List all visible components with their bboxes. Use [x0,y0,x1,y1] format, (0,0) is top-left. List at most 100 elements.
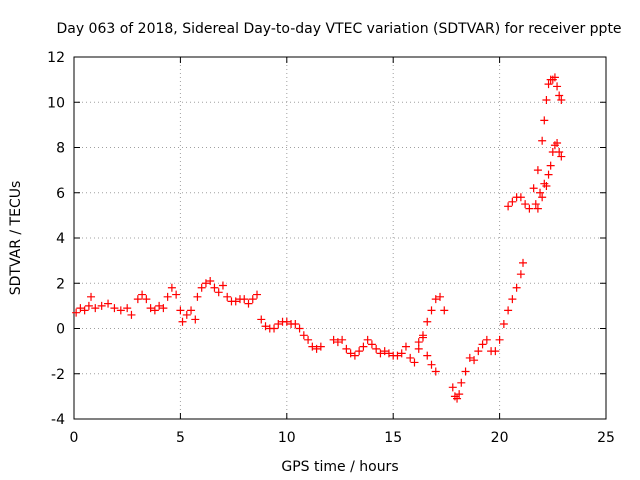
data-point [116,306,125,315]
data-point [516,270,525,279]
data-point [544,170,553,179]
data-point [223,292,232,301]
x-tick-label: 25 [597,430,615,446]
data-point [274,319,283,328]
data-point [504,202,513,211]
data-point [72,308,81,317]
y-tick-label: 2 [56,276,65,292]
y-tick-label: -4 [51,412,65,428]
data-point [172,290,181,299]
data-point [457,378,466,387]
data-point [127,310,136,319]
data-point [525,204,534,213]
data-point [470,356,479,365]
data-point [427,360,436,369]
data-point [540,116,549,125]
data-point [295,324,304,333]
data-point [406,353,415,362]
data-point [329,335,338,344]
data-point [206,276,215,285]
data-point [359,342,368,351]
data-point [338,335,347,344]
series-sdtvar [72,73,566,403]
data-point [342,344,351,353]
axis-ticks [73,56,607,420]
data-point [448,383,457,392]
data-point [550,73,559,82]
data-point [187,306,196,315]
data-point [465,353,474,362]
data-point [427,306,436,315]
data-point [155,301,164,310]
data-point [397,349,406,358]
data-point [516,193,525,202]
data-point [512,283,521,292]
data-series [72,73,566,403]
data-point [529,184,538,193]
data-point [495,335,504,344]
data-point [299,331,308,340]
data-point [521,200,530,209]
data-point [191,315,200,324]
data-point [257,315,266,324]
data-point [367,340,376,349]
data-point [214,288,223,297]
data-point [355,347,364,356]
data-point [253,290,262,299]
data-point [282,317,291,326]
y-tick-label: 12 [47,50,65,66]
x-tick-label: 10 [278,430,296,446]
data-point [455,390,464,399]
data-point [531,200,540,209]
data-point [557,152,566,161]
data-point [80,306,89,315]
data-point [555,91,564,100]
data-point [401,342,410,351]
data-point [91,304,100,313]
data-point [76,304,85,313]
x-tick-label: 5 [176,430,185,446]
y-tick-label: 6 [56,186,65,202]
data-point [423,351,432,360]
data-point [84,301,93,310]
data-point [508,197,517,206]
x-tick-labels: 0 5 10 15 20 25 [70,430,615,446]
data-point [163,292,172,301]
y-tick-label: 10 [47,95,65,111]
data-point [546,161,555,170]
data-point [553,82,562,91]
data-point [308,342,317,351]
data-point [414,344,423,353]
data-point [440,306,449,315]
data-point [436,292,445,301]
data-point [142,295,151,304]
data-point [482,335,491,344]
data-point [304,335,313,344]
data-point [557,95,566,104]
x-tick-label: 15 [384,430,402,446]
data-point [244,299,253,308]
data-point [176,306,185,315]
data-point [372,344,381,353]
data-point [138,290,147,299]
data-point [201,279,210,288]
data-point [350,351,359,360]
data-point [87,292,96,301]
data-point [376,349,385,358]
data-point [519,258,528,267]
data-point [312,344,321,353]
data-point [104,299,113,308]
data-point [418,333,427,342]
data-point [110,304,119,313]
data-point [536,188,545,197]
data-point [240,295,249,304]
data-point [461,367,470,376]
data-point [538,193,547,202]
y-tick-label: 4 [56,231,65,247]
data-point [218,281,227,290]
data-point [346,349,355,358]
data-point [533,166,542,175]
y-tick-label: 0 [56,322,65,338]
data-point [193,292,202,301]
chart-title: Day 063 of 2018, Sidereal Day-to-day VTE… [56,21,621,37]
